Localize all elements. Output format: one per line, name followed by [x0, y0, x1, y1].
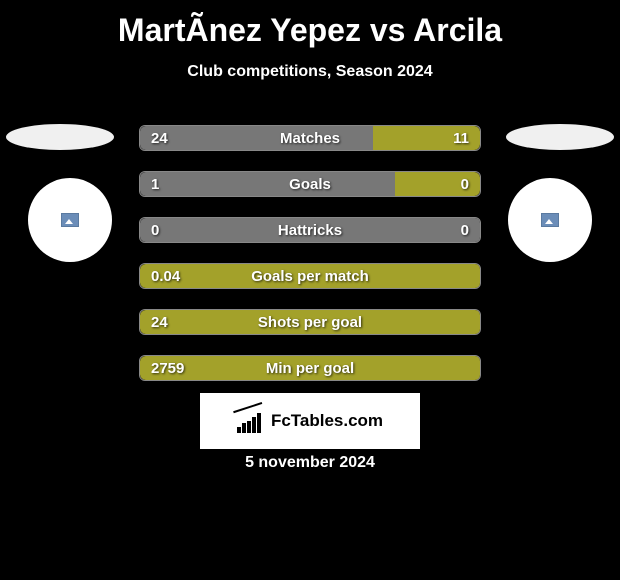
player-left-badge-shadow: [6, 124, 114, 150]
stat-label: Matches: [139, 125, 481, 151]
stat-value-right: 0: [461, 171, 469, 197]
image-placeholder-icon: [61, 213, 79, 227]
brand-chart-icon: [237, 409, 265, 433]
stat-value-right: 11: [453, 125, 469, 151]
stat-value-right: 0: [461, 217, 469, 243]
stat-value-left: 0: [151, 217, 159, 243]
stat-row: Shots per goal24: [139, 309, 481, 335]
player-right-avatar: [508, 178, 592, 262]
stat-label: Goals per match: [139, 263, 481, 289]
stat-value-left: 24: [151, 309, 168, 335]
stat-label: Hattricks: [139, 217, 481, 243]
stat-label: Shots per goal: [139, 309, 481, 335]
stat-value-left: 2759: [151, 355, 184, 381]
stat-value-left: 0.04: [151, 263, 180, 289]
stat-value-left: 24: [151, 125, 168, 151]
stat-row: Min per goal2759: [139, 355, 481, 381]
stat-row: Goals1 0: [139, 171, 481, 197]
stat-row: Goals per match0.04: [139, 263, 481, 289]
stat-value-left: 1: [151, 171, 159, 197]
comparison-subtitle: Club competitions, Season 2024: [0, 63, 620, 81]
stat-row: Hattricks0 0: [139, 217, 481, 243]
comparison-title: MartÃ­nez Yepez vs Arcila: [0, 0, 620, 49]
image-placeholder-icon: [541, 213, 559, 227]
stat-row: Matches24 11: [139, 125, 481, 151]
stats-container: Matches2411Goals10Hattricks00Goals per m…: [139, 125, 481, 401]
player-left-avatar: [28, 178, 112, 262]
stat-label: Goals: [139, 171, 481, 197]
player-right-badge-shadow: [506, 124, 614, 150]
brand-badge[interactable]: FcTables.com: [200, 393, 420, 449]
brand-text: FcTables.com: [271, 411, 383, 431]
snapshot-date: 5 november 2024: [0, 454, 620, 472]
stat-label: Min per goal: [139, 355, 481, 381]
